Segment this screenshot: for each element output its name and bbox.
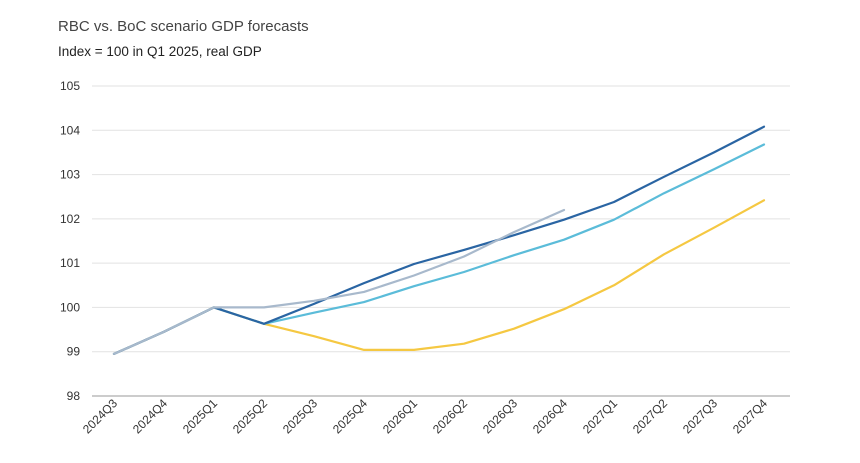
x-tick-label: 2027Q1 bbox=[580, 396, 620, 436]
x-tick-label: 2027Q3 bbox=[680, 396, 720, 436]
y-axis-ticks: 98 99 100 101 102 103 104 105 bbox=[60, 79, 80, 403]
series-line-1 bbox=[112, 199, 766, 355]
x-tick-label: 2026Q4 bbox=[530, 396, 570, 436]
chart-title: RBC vs. BoC scenario GDP forecasts bbox=[58, 18, 309, 35]
y-tick-label: 99 bbox=[67, 345, 81, 359]
series-line-4 bbox=[112, 208, 566, 355]
x-tick-label: 2025Q1 bbox=[180, 396, 220, 436]
y-tick-label: 102 bbox=[60, 212, 80, 226]
x-axis-ticks: 2024Q3 2024Q4 2025Q1 2025Q2 2025Q3 2025Q4 2026… bbox=[80, 396, 770, 436]
chart-subtitle: Index = 100 in Q1 2025, real GDP bbox=[58, 44, 262, 59]
y-tick-label: 98 bbox=[67, 389, 81, 403]
y-tick-label: 103 bbox=[60, 168, 80, 182]
x-tick-label: 2025Q3 bbox=[280, 396, 320, 436]
x-tick-label: 2027Q2 bbox=[630, 396, 670, 436]
series-line-3 bbox=[112, 125, 766, 355]
y-tick-label: 104 bbox=[60, 123, 80, 137]
x-tick-label: 2027Q4 bbox=[730, 396, 770, 436]
y-tick-label: 101 bbox=[60, 256, 80, 270]
y-tick-label: 105 bbox=[60, 79, 80, 93]
x-tick-label: 2024Q4 bbox=[130, 396, 170, 436]
x-tick-label: 2026Q3 bbox=[480, 396, 520, 436]
gridlines bbox=[92, 85, 790, 397]
x-tick-label: 2024Q3 bbox=[80, 396, 120, 436]
x-tick-label: 2025Q4 bbox=[330, 396, 370, 436]
series-lines bbox=[112, 125, 766, 355]
x-tick-label: 2025Q2 bbox=[230, 396, 270, 436]
x-tick-label: 2026Q2 bbox=[430, 396, 470, 436]
x-tick-label: 2026Q1 bbox=[380, 396, 420, 436]
y-tick-label: 100 bbox=[60, 300, 80, 314]
